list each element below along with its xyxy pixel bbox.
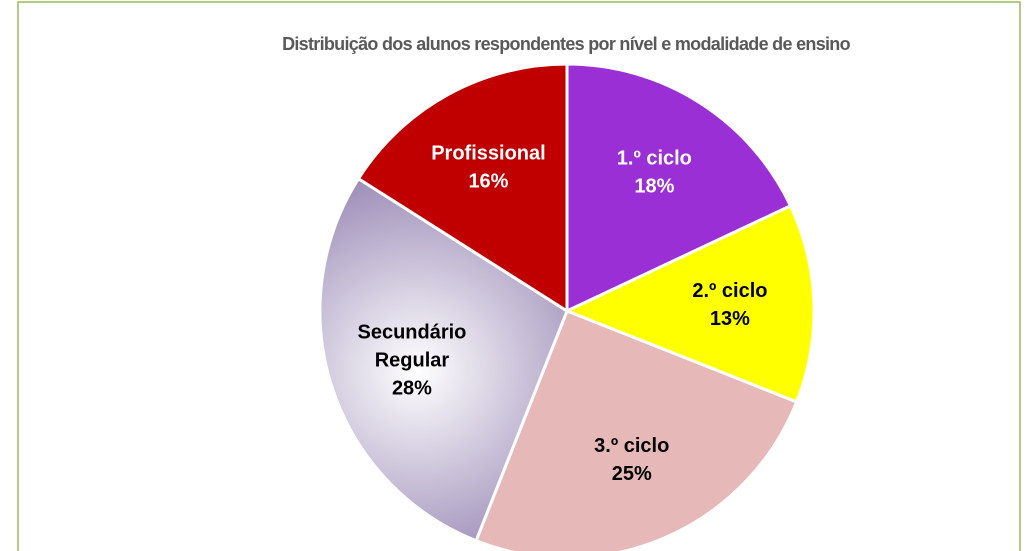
slice-value-label: 18% [634, 176, 674, 198]
pie-slice [318, 176, 569, 543]
pie-slice [474, 309, 799, 551]
slice-value-label: 16% [468, 170, 508, 192]
chart-title: Distribuição dos alunos respondentes por… [282, 34, 851, 54]
slice-label: 3.º ciclo [594, 435, 669, 457]
slice-label: Profissional [431, 142, 545, 164]
slice-label: 1.º ciclo [617, 148, 692, 170]
slice-value-label: 28% [392, 378, 432, 400]
slice-value-label: 13% [710, 308, 750, 330]
pie-slice [356, 62, 569, 314]
pie-slice [565, 62, 793, 314]
slice-value-label: 25% [612, 463, 652, 485]
slice-label-line: Regular [375, 350, 450, 372]
pie-slice [563, 203, 816, 404]
slice-label: Secundário Regular [357, 322, 466, 372]
slice-label-line: Secundário [357, 322, 466, 344]
slice-label: 2.º ciclo [692, 280, 767, 302]
